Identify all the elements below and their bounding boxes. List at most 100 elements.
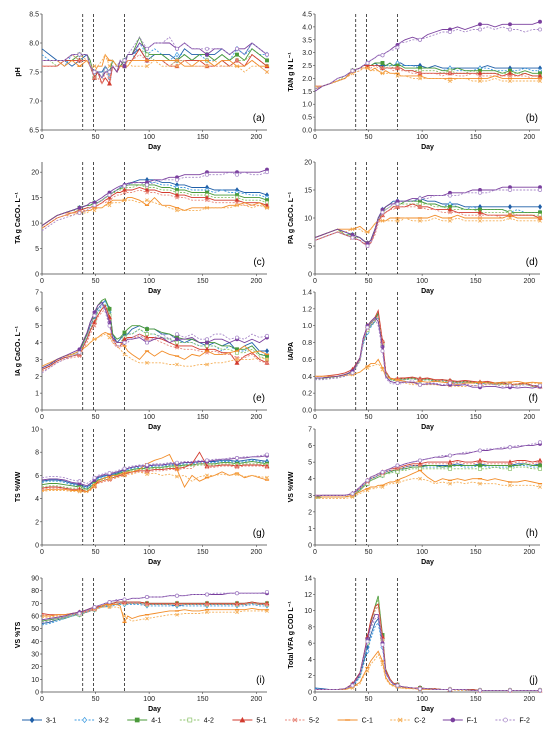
y-tick-label: 20	[304, 160, 312, 167]
data-point-F-2	[508, 445, 512, 450]
data-point-F-2	[265, 589, 269, 594]
data-point-F-2	[350, 683, 355, 688]
y-axis-title: TS %WW	[15, 471, 22, 502]
data-point-5-2	[205, 198, 209, 203]
data-point-5-2	[205, 602, 209, 607]
series-line-F-2	[315, 441, 541, 496]
x-axis-title: Day	[421, 288, 434, 295]
series-line-4-1	[314, 200, 540, 244]
x-tick-label: 100	[416, 278, 428, 285]
series-line-F-1	[315, 316, 541, 389]
series-line-5-2	[315, 605, 540, 691]
y-tick-label: 8.0	[29, 41, 39, 48]
data-point-F-2	[418, 382, 422, 387]
series-line-F-1	[41, 301, 268, 369]
data-point-F-2	[205, 592, 209, 597]
data-point-F-2	[350, 370, 355, 375]
series-line-3-2	[315, 316, 540, 387]
data-point-F-2	[92, 475, 97, 480]
data-point-4-1	[235, 52, 239, 57]
data-point-5-1	[122, 187, 127, 192]
data-point-F-2	[365, 61, 370, 65]
x-tick-label: 100	[416, 134, 428, 141]
data-point-5-2	[107, 198, 112, 203]
data-point-5-2	[175, 602, 179, 607]
data-point-5-2	[205, 465, 209, 470]
data-point-C-2	[365, 488, 370, 493]
x-axis-title: Day	[148, 706, 161, 713]
data-point-C-2	[145, 64, 149, 69]
y-axis-title: PA g CaCO₃ L⁻¹	[288, 191, 295, 244]
data-point-5-2	[122, 601, 127, 606]
data-point-F-2	[448, 30, 452, 34]
data-point-5-2	[508, 461, 512, 466]
y-tick-label: 0.5	[302, 115, 312, 122]
y-tick-label: 40	[31, 639, 39, 646]
y-tick-label: 0.8	[302, 340, 312, 347]
data-point-F-2	[478, 688, 482, 693]
y-tick-label: 4.5	[302, 12, 312, 19]
data-point-C-2	[380, 662, 385, 667]
series-line-4-1	[315, 595, 540, 691]
data-point-C-2	[418, 76, 422, 81]
legend-item-4-2: 4-2	[179, 718, 214, 725]
data-point-C-2	[478, 218, 482, 223]
data-point-F-1	[205, 340, 209, 345]
data-point-F-1	[175, 337, 179, 342]
y-tick-label: 4.0	[302, 24, 312, 31]
x-axis-title: Day	[148, 559, 161, 566]
y-tick-label: 6	[35, 306, 39, 313]
data-point-F-2	[478, 448, 482, 453]
data-point-F-2	[77, 479, 82, 484]
data-point-5-2	[122, 190, 127, 195]
data-point-4-2	[395, 470, 400, 475]
data-point-F-2	[107, 323, 112, 328]
data-point-C-2	[205, 362, 209, 367]
data-point-C-2	[145, 360, 149, 365]
x-tick-label: 50	[365, 278, 373, 285]
series-line-4-2	[41, 463, 268, 491]
y-tick-label: 7.5	[29, 70, 39, 77]
data-point-5-2	[265, 602, 269, 607]
data-point-C-2	[478, 481, 482, 486]
data-point-F-1	[77, 205, 82, 210]
x-axis-title: Day	[148, 424, 161, 431]
legend-label: 3-1	[46, 718, 56, 725]
data-point-F-2	[448, 453, 452, 458]
data-point-5-2	[418, 204, 422, 209]
data-point-C-2	[205, 610, 209, 615]
data-point-5-1	[107, 80, 112, 86]
series-line-5-1	[41, 187, 268, 229]
y-tick-label: 5	[35, 323, 39, 330]
data-point-F-2	[538, 440, 542, 445]
data-point-5-2	[418, 463, 422, 468]
x-axis-title: Day	[148, 288, 161, 295]
data-point-F-2	[107, 600, 112, 605]
legend-item-C-2: C-2	[390, 718, 426, 725]
data-point-4-1	[538, 463, 542, 468]
legend-swatch-marker	[134, 717, 140, 723]
x-axis-title: Day	[421, 424, 434, 431]
data-point-5-2	[478, 213, 482, 218]
x-tick-label: 0	[40, 696, 44, 703]
y-tick-label: 5	[308, 460, 312, 467]
series-line-C-1	[42, 604, 267, 624]
data-point-F-2	[175, 593, 179, 598]
legend-label: 4-2	[204, 718, 214, 725]
x-tick-label: 50	[92, 414, 100, 421]
legend-label: C-1	[362, 718, 373, 725]
data-point-4-1	[380, 61, 385, 65]
series-line-5-2	[41, 602, 267, 617]
legend-item-F-1: F-1	[442, 718, 477, 725]
data-point-F-2	[538, 27, 542, 32]
legend-label: 3-2	[99, 718, 109, 725]
data-point-F-2	[418, 37, 422, 42]
series-line-4-2	[315, 314, 540, 387]
data-point-F-2	[107, 70, 112, 74]
data-point-C-2	[235, 357, 239, 362]
series-line-5-2	[41, 308, 268, 372]
legend-item-3-1: 3-1	[22, 716, 56, 725]
data-point-4-1	[478, 463, 482, 468]
